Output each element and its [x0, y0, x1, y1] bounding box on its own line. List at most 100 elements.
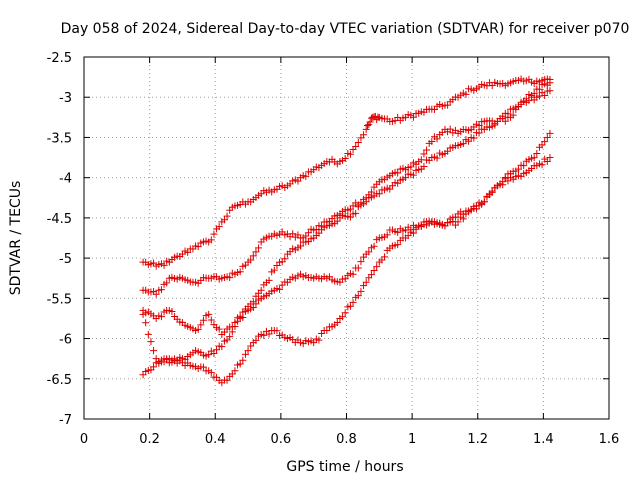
data-point-interp [499, 178, 507, 186]
data-point-interp [409, 229, 417, 237]
x-tick-label: 1.6 [599, 432, 620, 447]
tick-labels: 0 0.2 0.4 0.6 0.8 1 1.2 1.4 1.6 -7 -6.5 -6 -5.5 -5 -4.… [47, 51, 620, 447]
data-point-interp [370, 266, 378, 274]
data-point [375, 190, 383, 198]
data-point-interp [409, 171, 417, 179]
data-point [205, 310, 213, 318]
data-point-interp [381, 253, 389, 261]
data-point-interp [364, 122, 371, 130]
data-points [139, 75, 554, 387]
data-point-interp [265, 276, 273, 284]
data-point-interp [470, 134, 478, 142]
data-point-interp [142, 319, 150, 327]
x-tick-label: 1 [408, 432, 416, 447]
data-point-interp [346, 302, 354, 310]
data-point-interp [423, 146, 431, 154]
data-point-interp [354, 139, 362, 147]
data-point [139, 310, 147, 318]
data-point [231, 322, 239, 330]
data-point-interp [543, 157, 551, 165]
data-point-interp [163, 279, 171, 287]
data-point-interp [373, 263, 381, 271]
data-point-interp [407, 163, 415, 171]
data-point-interp [157, 286, 165, 294]
data-point-interp [150, 347, 158, 355]
data-point-interp [223, 212, 231, 220]
data-point-interp [215, 223, 223, 231]
y-tick-label: -2.5 [47, 51, 72, 66]
data-point-interp [302, 172, 310, 180]
data-point [349, 270, 357, 278]
data-point-interp [541, 92, 549, 100]
data-point-interp [260, 331, 268, 339]
data-point-interp [194, 325, 202, 333]
data-point-interp [199, 316, 207, 324]
data-point-interp [357, 258, 365, 266]
data-point-interp [239, 314, 247, 322]
data-point-interp [199, 363, 207, 371]
data-point [546, 87, 554, 95]
data-point [362, 198, 370, 206]
data-point [546, 79, 554, 87]
data-point-interp [210, 349, 218, 357]
data-point-interp [339, 313, 347, 321]
x-tick-label: 0.2 [139, 432, 160, 447]
data-point-interp [501, 174, 509, 182]
data-point-interp [249, 252, 257, 260]
data-point-interp [341, 309, 349, 317]
data-point-interp [194, 243, 202, 251]
data-point-interp [223, 376, 231, 384]
data-point-interp [352, 143, 360, 151]
data-point-interp [197, 321, 205, 329]
y-tick-label: -6 [59, 333, 72, 348]
data-point-interp [304, 229, 312, 237]
y-tick-label: -4 [59, 172, 72, 187]
data-point-interp [207, 369, 215, 377]
data-point [349, 298, 357, 306]
chart-title: Day 058 of 2024, Sidereal Day-to-day VTE… [61, 21, 630, 37]
data-point-interp [504, 110, 512, 118]
y-tick-label: -4.5 [47, 212, 72, 227]
data-point [205, 351, 213, 359]
data-point-interp [215, 325, 223, 333]
data-point-interp [346, 150, 354, 158]
y-tick-label: -6.5 [47, 373, 72, 388]
data-point [297, 242, 305, 250]
data-point-interp [491, 121, 499, 129]
data-point-interp [538, 161, 546, 169]
data-point-interp [252, 300, 260, 308]
x-tick-label: 0.4 [205, 432, 226, 447]
data-point-interp [220, 216, 228, 224]
data-point-interp [394, 169, 402, 177]
data-point-interp [273, 327, 281, 335]
data-point-interp [144, 330, 152, 338]
data-point [362, 278, 370, 286]
y-tick-label: -5.5 [47, 292, 72, 307]
data-point-interp [315, 336, 323, 344]
data-point-interp [365, 248, 373, 256]
data-point-interp [241, 350, 249, 358]
data-point-interp [475, 129, 483, 137]
data-point-interp [228, 328, 236, 336]
data-point [520, 162, 528, 170]
data-point-interp [236, 360, 244, 368]
x-axis-title: GPS time / hours [286, 459, 403, 475]
data-point-interp [207, 316, 215, 324]
data-point-interp [509, 111, 517, 119]
data-point-interp [354, 264, 362, 272]
data-point [231, 367, 239, 375]
data-point-interp [333, 319, 341, 327]
data-point [480, 198, 488, 206]
data-point-interp [226, 333, 234, 341]
data-point-interp [530, 154, 538, 162]
y-axis-title: SDTVAR / TECUs [8, 181, 24, 296]
data-point-interp [394, 228, 402, 236]
data-point [244, 347, 252, 355]
data-point-interp [541, 138, 549, 146]
data-point [533, 150, 541, 158]
data-point [257, 286, 265, 294]
data-point-interp [255, 244, 263, 252]
data-point [546, 154, 554, 162]
data-point-interp [281, 255, 289, 263]
data-point-interp [530, 89, 538, 97]
